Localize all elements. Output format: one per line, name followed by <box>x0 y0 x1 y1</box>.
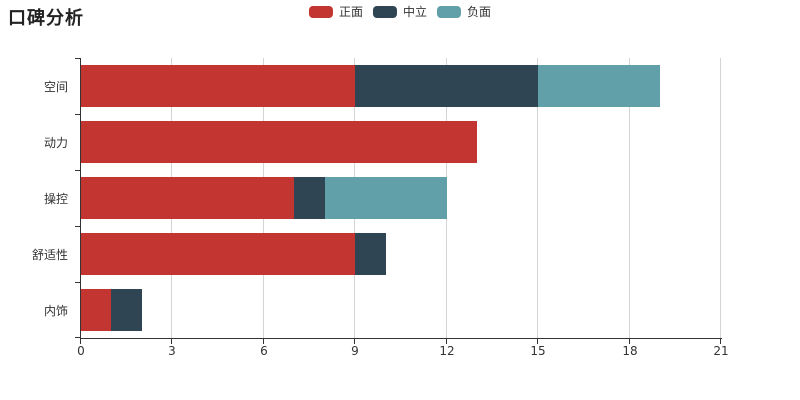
x-axis-tick-label: 0 <box>77 344 85 358</box>
x-axis-tick-label: 3 <box>168 344 176 358</box>
x-axis-tick <box>629 339 630 344</box>
y-axis-line <box>80 58 81 339</box>
legend-item-label: 正面 <box>338 5 363 19</box>
y-axis-category-label: 空间 <box>43 79 68 94</box>
x-axis-tick <box>80 339 81 344</box>
legend-item[interactable]: 中立 <box>372 5 428 19</box>
x-axis-tick-label: 9 <box>351 344 359 358</box>
y-axis-category-label: 动力 <box>43 135 68 150</box>
legend-swatch-icon <box>308 6 333 18</box>
legend: 正面 中立 负面 <box>308 4 491 20</box>
legend-item-label: 中立 <box>402 5 428 19</box>
y-axis-tick <box>75 282 80 283</box>
bar-segment[interactable] <box>81 121 478 163</box>
y-axis-tick <box>75 170 80 171</box>
x-axis-tick <box>720 339 721 344</box>
x-axis-tick-label: 21 <box>713 344 729 358</box>
gridline <box>537 58 538 338</box>
x-axis-tick <box>171 339 172 344</box>
y-axis-tick <box>75 114 80 115</box>
y-axis-category-label: 舒适性 <box>31 247 68 262</box>
gridline <box>720 58 721 338</box>
plot-area <box>75 58 722 344</box>
bar-segment[interactable] <box>81 233 356 275</box>
bar-segment[interactable] <box>355 65 539 107</box>
y-axis-tick <box>75 337 80 338</box>
legend-swatch-icon <box>372 6 397 18</box>
y-axis-tick <box>75 58 80 59</box>
legend-item[interactable]: 负面 <box>437 5 491 19</box>
legend-item-label: 负面 <box>467 5 492 19</box>
x-axis-labels: 0 3 6 9 12 15 18 21 <box>77 344 728 360</box>
chart-title: 口碑分析 <box>8 8 84 29</box>
bar-segment[interactable] <box>294 177 325 219</box>
y-axis-tick <box>75 226 80 227</box>
x-axis-tick <box>537 339 538 344</box>
bar-segment[interactable] <box>355 233 386 275</box>
x-axis-tick-label: 6 <box>260 344 268 358</box>
bar-segment[interactable] <box>111 289 142 331</box>
gridline <box>629 58 630 338</box>
x-axis-tick <box>263 339 264 344</box>
bar-segment[interactable] <box>81 65 356 107</box>
y-axis-category-label: 操控 <box>43 191 68 206</box>
x-axis-tick <box>446 339 447 344</box>
x-axis-tick-label: 18 <box>622 344 638 358</box>
y-axis-category-label: 内饰 <box>43 303 68 318</box>
bar-segment[interactable] <box>81 177 295 219</box>
x-axis-tick-label: 12 <box>439 344 455 358</box>
bar-segment[interactable] <box>538 65 661 107</box>
bar-segment[interactable] <box>81 289 112 331</box>
bar-segment[interactable] <box>324 177 447 219</box>
legend-swatch-icon <box>437 6 462 18</box>
x-axis-tick-label: 15 <box>530 344 546 358</box>
x-axis-line <box>80 338 722 339</box>
legend-item[interactable]: 正面 <box>308 5 363 19</box>
x-axis-tick <box>354 339 355 344</box>
y-axis-labels: 空间动力操控舒适性内饰 <box>0 58 68 338</box>
